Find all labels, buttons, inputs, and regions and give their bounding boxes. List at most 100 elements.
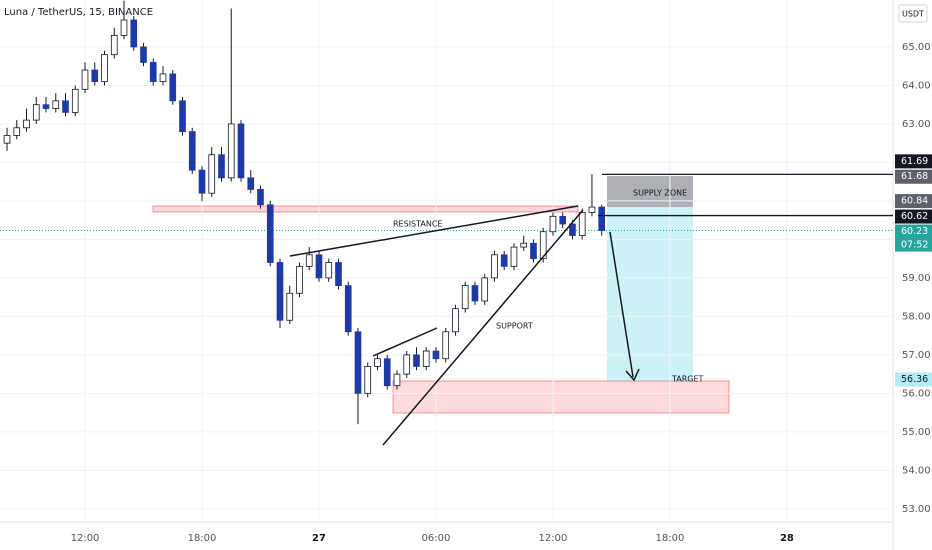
y-tick-label: 53.00 bbox=[902, 504, 931, 515]
candle-body bbox=[383, 358, 391, 387]
long-position-zone bbox=[607, 207, 693, 381]
target-zone bbox=[392, 380, 730, 414]
candle-body bbox=[208, 154, 216, 194]
price-label: 61.68 bbox=[901, 171, 928, 182]
x-tick-label: 18:00 bbox=[188, 533, 217, 544]
candle-body bbox=[422, 350, 430, 367]
candle-body bbox=[530, 242, 537, 260]
currency-box[interactable] bbox=[898, 4, 928, 23]
y-tick-label: 54.00 bbox=[902, 465, 931, 476]
candle-body bbox=[276, 262, 284, 321]
y-tick-label: 55.00 bbox=[902, 427, 931, 438]
candle-body bbox=[364, 366, 372, 394]
candle-body bbox=[491, 254, 498, 279]
candle-body bbox=[452, 308, 459, 333]
candle-body bbox=[169, 73, 177, 102]
candle-body bbox=[442, 331, 450, 360]
resistance-zone bbox=[152, 205, 579, 213]
candle-body bbox=[344, 285, 352, 333]
price-label-bg bbox=[895, 194, 932, 209]
candle-body bbox=[354, 331, 362, 394]
candle-body bbox=[559, 215, 567, 225]
price-label: 60.62 bbox=[901, 211, 928, 222]
candle-body bbox=[42, 104, 50, 109]
price-label: 60.84 bbox=[901, 196, 928, 207]
y-tick-label: 58.00 bbox=[902, 311, 931, 322]
candle-body bbox=[101, 54, 108, 82]
countdown-bg bbox=[895, 238, 932, 252]
y-tick-label: 63.00 bbox=[902, 119, 931, 130]
arrow-line bbox=[609, 231, 634, 378]
candle-body bbox=[471, 285, 479, 302]
candle-body bbox=[549, 215, 557, 233]
candle-body bbox=[237, 123, 245, 179]
price-label-bg bbox=[895, 224, 932, 239]
candle-body bbox=[81, 69, 89, 90]
candle-body bbox=[3, 135, 11, 144]
candle-body bbox=[500, 254, 508, 267]
candle-body bbox=[510, 246, 518, 267]
price-label-bg bbox=[895, 169, 932, 184]
candle-body bbox=[305, 254, 313, 267]
candle-body bbox=[188, 131, 196, 171]
price-label: 60.23 bbox=[901, 226, 928, 237]
candle-body bbox=[286, 292, 294, 321]
candle-body bbox=[198, 169, 206, 194]
price-label-bg bbox=[895, 154, 932, 169]
supply-zone bbox=[607, 176, 693, 207]
candle-body bbox=[159, 73, 167, 82]
candle-body bbox=[179, 100, 186, 133]
y-tick-label: 56.00 bbox=[902, 388, 931, 399]
candle-body bbox=[110, 35, 118, 56]
candle-body bbox=[266, 204, 274, 263]
candle-body bbox=[569, 223, 576, 236]
y-tick-label: 65.00 bbox=[902, 42, 931, 53]
candle-body bbox=[227, 123, 235, 179]
x-tick-label: 12:00 bbox=[539, 533, 568, 544]
candle-body bbox=[461, 285, 469, 310]
candle-body bbox=[403, 354, 411, 375]
annotation: SUPPORT bbox=[496, 322, 533, 331]
candle-body bbox=[520, 242, 528, 248]
candle-body bbox=[374, 358, 381, 367]
arrow-head bbox=[625, 368, 640, 382]
candle-body bbox=[539, 231, 547, 260]
annotation: RESISTANCE bbox=[393, 220, 443, 229]
y-tick-label: 59.00 bbox=[902, 273, 931, 284]
candle-body bbox=[120, 19, 128, 36]
candle-body bbox=[578, 212, 586, 236]
candle-body bbox=[52, 100, 60, 109]
y-tick-label: 64.00 bbox=[902, 80, 931, 91]
candle-body bbox=[218, 154, 225, 179]
candle-body bbox=[247, 177, 255, 190]
candle-body bbox=[62, 100, 69, 113]
candle-body bbox=[32, 104, 40, 121]
y-tick-label: 57.00 bbox=[902, 350, 931, 361]
price-label-bg bbox=[895, 209, 932, 224]
candle-body bbox=[71, 88, 79, 113]
candle-body bbox=[432, 350, 440, 360]
candle-body bbox=[13, 127, 21, 136]
x-tick-label: 12:00 bbox=[71, 533, 100, 544]
countdown: 07:52 bbox=[901, 240, 928, 251]
x-tick-label: 28 bbox=[780, 533, 794, 544]
annotation: TARGET bbox=[671, 375, 704, 384]
candle-body bbox=[91, 69, 99, 82]
candle-body bbox=[257, 188, 264, 206]
price-label-bg bbox=[895, 372, 932, 387]
candle-body bbox=[130, 19, 138, 48]
candle-body bbox=[149, 61, 157, 82]
candle-body bbox=[140, 46, 147, 63]
price-label: 56.36 bbox=[901, 374, 928, 385]
x-tick-label: 06:00 bbox=[422, 533, 451, 544]
resistance-line bbox=[289, 205, 579, 257]
trend-line bbox=[372, 327, 438, 357]
candle-body bbox=[296, 265, 303, 294]
price-label: 61.69 bbox=[901, 156, 928, 167]
x-tick-label: 18:00 bbox=[656, 533, 685, 544]
candle-body bbox=[413, 354, 420, 367]
